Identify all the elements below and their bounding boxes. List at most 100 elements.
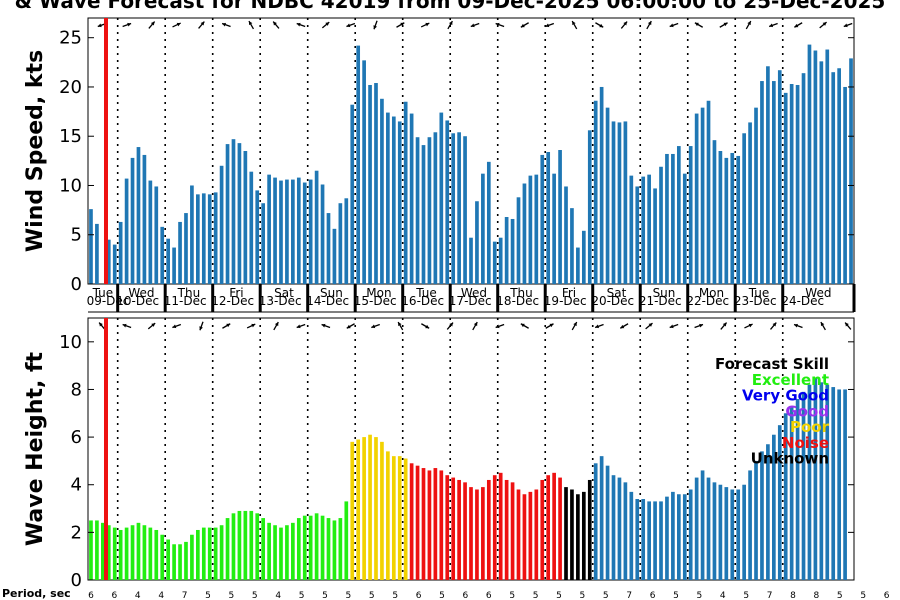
wave-bar: [647, 501, 651, 580]
wind-bar: [481, 173, 485, 284]
wave-bar: [576, 494, 580, 580]
wave-bar: [225, 518, 230, 580]
wind-bar: [819, 61, 824, 284]
wave-bar: [261, 518, 266, 580]
direction-arrow: [545, 22, 555, 28]
period-value: 6: [884, 591, 890, 600]
wave-bar: [504, 479, 509, 580]
wave-bar: [409, 463, 414, 580]
date-label: 23-Dec: [734, 294, 777, 308]
period-value: 5: [533, 591, 539, 600]
wind-day-gridlines: [116, 18, 784, 284]
wave-bar: [255, 513, 260, 580]
wind-bar: [498, 237, 503, 284]
period-value: 8: [814, 591, 820, 600]
wave-bar: [391, 456, 396, 580]
direction-arrow: [720, 322, 728, 330]
wind-bar: [777, 70, 782, 285]
wave-bar: [789, 406, 794, 580]
wind-bar: [106, 239, 111, 284]
wave-bar: [783, 413, 788, 580]
wind-bar: [647, 174, 651, 284]
direction-arrow: [222, 323, 231, 329]
y-tick-label: 10: [59, 332, 82, 353]
wind-bar: [291, 179, 295, 284]
direction-arrow: [198, 21, 205, 29]
wave-bar: [142, 525, 147, 580]
wave-bar: [338, 518, 343, 580]
date-label: 15-Dec: [354, 294, 397, 308]
period-value: 5: [299, 591, 305, 600]
wind-bar: [362, 60, 366, 284]
wind-bar: [213, 192, 218, 284]
wave-bar: [481, 487, 485, 580]
wave-bar: [237, 510, 242, 580]
wave-bar: [106, 525, 111, 580]
wave-bar: [368, 434, 372, 580]
wind-bar: [190, 185, 194, 284]
wind-bars: [89, 44, 853, 285]
wave-bar: [837, 389, 841, 580]
wind-y-axis-label: Wind Speed, kts: [23, 50, 48, 252]
wind-bar: [356, 45, 361, 285]
direction-arrow: [221, 22, 231, 28]
wind-bar: [534, 174, 539, 284]
direction-arrow: [273, 321, 279, 331]
wave-bar: [528, 491, 533, 580]
wave-bar: [766, 444, 770, 580]
wave-bar: [534, 489, 539, 580]
wind-bar: [576, 247, 580, 284]
direction-arrow: [296, 323, 306, 329]
direction-arrow: [98, 322, 106, 330]
direction-arrow: [296, 22, 306, 28]
wave-bar: [611, 475, 616, 580]
direction-arrow: [571, 321, 578, 331]
date-label: 10-Dec: [116, 294, 159, 308]
direction-arrow: [246, 323, 256, 329]
wind-bar: [112, 244, 117, 284]
period-value: 5: [603, 591, 609, 600]
wind-bar: [445, 120, 450, 285]
wave-bar: [463, 482, 467, 580]
direction-arrow: [321, 323, 331, 329]
period-value: 8: [790, 591, 796, 600]
date-label: 18-Dec: [496, 294, 539, 308]
day-name-label: Mon: [699, 286, 724, 300]
wind-bar: [273, 177, 277, 284]
wave-bar: [843, 389, 847, 580]
wind-bar: [172, 247, 176, 284]
wind-day-labels: Tue09-DecWed10-DecThu11-DecFri12-DecSat1…: [87, 284, 856, 313]
direction-arrow: [694, 323, 704, 329]
legend-entry: Noise: [782, 434, 829, 452]
direction-arrow: [545, 323, 554, 329]
direction-arrow: [421, 323, 430, 329]
wind-bar: [243, 151, 248, 284]
wind-bar: [350, 104, 355, 284]
wind-bar: [593, 100, 598, 284]
wind-bar: [296, 177, 301, 284]
day-name-label: Wed: [805, 286, 831, 300]
direction-arrow: [272, 21, 280, 29]
legend-title: Forecast Skill: [715, 355, 829, 373]
wind-bar: [326, 213, 331, 284]
direction-arrow: [495, 22, 505, 28]
wave-bar: [380, 441, 384, 580]
wind-bar: [332, 228, 337, 284]
period-value: 6: [112, 591, 118, 600]
wind-bar: [718, 151, 723, 284]
direction-arrow: [397, 321, 404, 331]
direction-arrow: [172, 22, 181, 28]
wave-bar: [397, 456, 402, 580]
wave-bar: [112, 527, 117, 580]
wind-bar: [142, 154, 147, 284]
wind-bar: [564, 186, 568, 284]
wind-bar: [599, 86, 604, 285]
direction-arrow: [346, 22, 356, 28]
legend-entry: Excellent: [752, 371, 829, 389]
wind-bar: [451, 133, 456, 284]
wave-bar: [510, 482, 515, 580]
direction-arrow: [172, 323, 182, 329]
wave-bar: [730, 489, 735, 580]
wave-bar: [570, 489, 574, 580]
